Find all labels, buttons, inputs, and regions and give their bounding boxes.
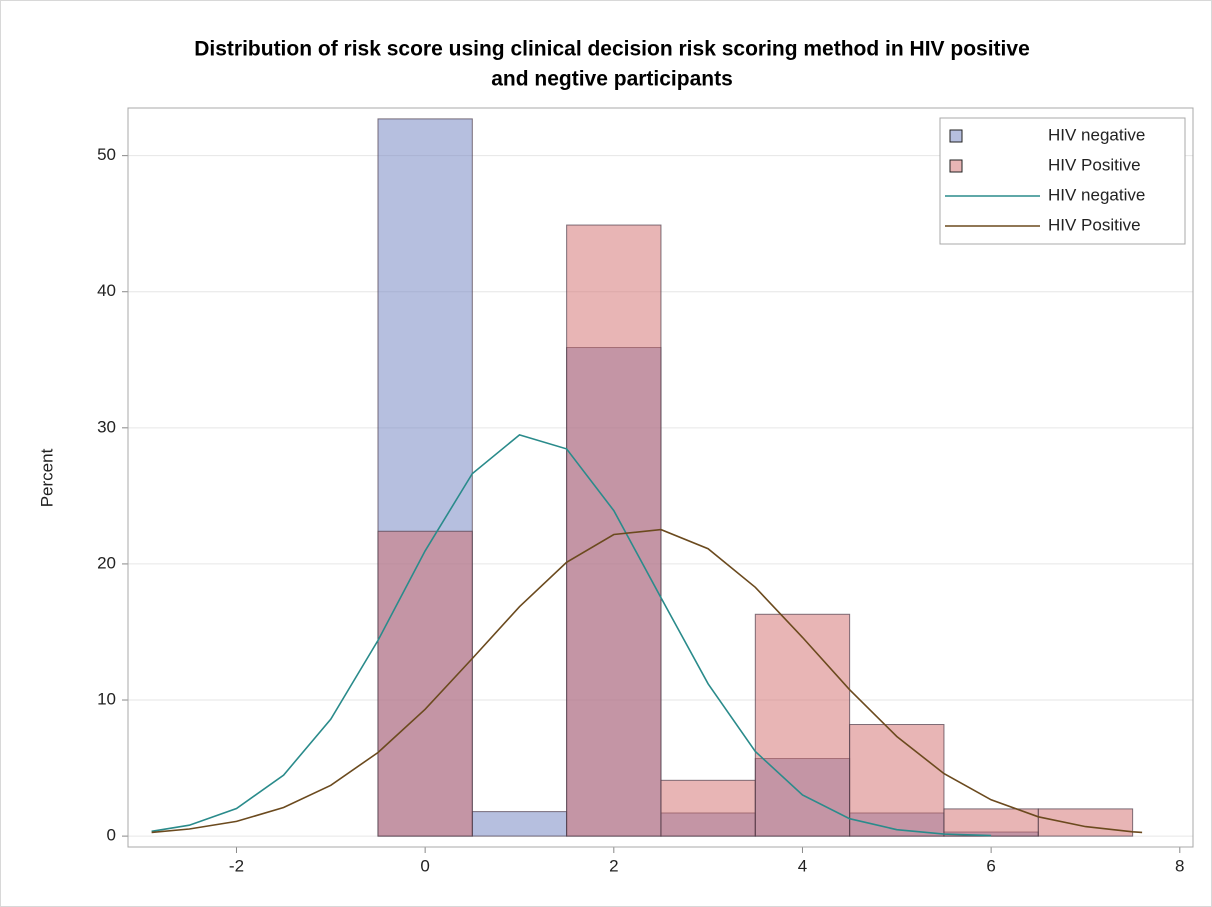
density-curve	[151, 528, 1143, 834]
bar	[377, 530, 473, 837]
y-tick-label: 0	[107, 826, 116, 845]
bar	[1037, 808, 1134, 837]
plot-border	[127, 107, 1194, 848]
x-tick-label: 8	[1175, 856, 1184, 875]
legend-label: HIV Positive	[1048, 215, 1141, 234]
bar	[943, 808, 1039, 837]
legend-swatch	[949, 159, 963, 173]
y-axis-label: Percent	[37, 448, 56, 507]
bar	[471, 811, 568, 837]
legend-label: HIV negative	[1048, 185, 1145, 204]
legend-label: HIV Positive	[1048, 155, 1141, 174]
y-tick-label: 30	[97, 417, 116, 436]
chart-title: and negtive participants	[491, 68, 733, 91]
x-tick-label: 0	[420, 856, 429, 875]
chart-title: Distribution of risk score using clinica…	[194, 38, 1030, 61]
y-tick-label: 50	[97, 145, 116, 164]
bar	[849, 724, 945, 837]
x-tick-label: 6	[986, 856, 995, 875]
x-tick-label: 4	[798, 856, 807, 875]
y-tick-label: 40	[97, 281, 116, 300]
x-tick-label: 2	[609, 856, 618, 875]
bar	[660, 779, 756, 837]
y-tick-label: 20	[97, 553, 116, 572]
legend-label: HIV negative	[1048, 125, 1145, 144]
legend-swatch	[949, 129, 963, 143]
x-tick-label: -2	[229, 856, 244, 875]
density-curve	[151, 434, 992, 837]
legend-box	[939, 117, 1186, 245]
y-tick-label: 10	[97, 690, 116, 709]
bar	[754, 613, 851, 837]
